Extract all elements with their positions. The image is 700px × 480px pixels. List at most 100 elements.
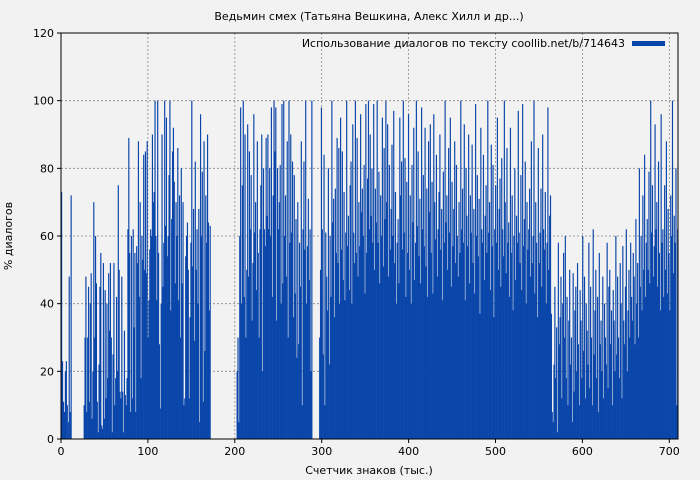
bar: [386, 202, 388, 439]
bar: [468, 283, 471, 439]
bar: [398, 283, 400, 439]
bar: [464, 300, 466, 439]
x-tick-label: 400: [398, 445, 419, 458]
bar: [529, 276, 532, 439]
bar: [429, 124, 431, 439]
bar: [442, 171, 444, 439]
bar: [355, 252, 357, 439]
bar: [632, 252, 634, 439]
bar: [289, 242, 291, 439]
bar: [650, 232, 653, 439]
bar: [94, 236, 97, 439]
bar: [366, 252, 368, 439]
bar: [147, 337, 149, 439]
bar: [107, 378, 109, 439]
bar: [164, 100, 166, 440]
bar: [150, 236, 153, 439]
bar: [308, 279, 310, 439]
bar: [413, 127, 415, 439]
bar: [488, 232, 490, 439]
bar: [443, 242, 445, 439]
bar: [672, 273, 674, 439]
bar: [154, 100, 156, 440]
bar: [431, 181, 433, 439]
x-tick-label: 600: [572, 445, 593, 458]
bar: [647, 269, 649, 439]
bar: [367, 100, 370, 440]
bar: [338, 148, 340, 440]
bar: [84, 337, 86, 439]
bar: [120, 398, 122, 439]
bar: [392, 236, 394, 439]
bar: [556, 432, 559, 439]
bar: [477, 256, 479, 439]
bar: [188, 398, 190, 439]
bar: [645, 242, 647, 439]
bar: [674, 242, 676, 439]
bar: [143, 269, 146, 439]
bar: [368, 229, 370, 439]
bar: [675, 168, 677, 440]
bar: [61, 361, 64, 439]
bar: [620, 303, 622, 439]
bar: [334, 188, 336, 439]
bar: [656, 202, 658, 439]
bar: [664, 185, 666, 439]
bar: [136, 263, 139, 439]
bar: [301, 405, 303, 439]
bar: [67, 422, 69, 439]
bar: [331, 100, 333, 440]
bar: [558, 344, 560, 439]
bar: [100, 252, 102, 439]
bar: [560, 276, 562, 439]
bar: [140, 378, 142, 439]
bar: [630, 242, 632, 439]
bar: [655, 229, 657, 439]
bar: [272, 195, 274, 439]
bar: [237, 337, 239, 439]
bar: [139, 202, 141, 439]
bar: [601, 371, 603, 439]
bar: [666, 293, 668, 439]
legend-label: Использование диалогов по тексту coollib…: [302, 37, 625, 50]
bar: [421, 107, 423, 439]
bar: [112, 354, 114, 439]
bar: [319, 337, 321, 439]
bar: [157, 100, 159, 440]
bar: [513, 236, 515, 439]
y-tick-label: 40: [40, 298, 54, 311]
bar: [248, 151, 251, 439]
bar: [153, 192, 155, 439]
bar: [646, 219, 648, 439]
bar: [96, 401, 98, 439]
bar: [245, 337, 247, 439]
bar: [200, 236, 203, 439]
bar: [487, 100, 489, 440]
bar: [266, 215, 268, 439]
bar: [259, 229, 261, 439]
bar: [428, 212, 431, 439]
bar: [397, 219, 399, 439]
bar: [469, 195, 471, 439]
bar: [253, 114, 255, 439]
bar: [550, 313, 552, 439]
bar: [554, 286, 556, 439]
bar: [111, 432, 113, 439]
bar: [521, 290, 523, 439]
bar: [541, 286, 543, 439]
bar: [393, 110, 395, 440]
bar: [180, 168, 182, 440]
bar: [481, 242, 484, 439]
bar: [602, 276, 604, 439]
bar: [115, 296, 118, 439]
bar: [596, 296, 599, 439]
bar: [265, 137, 267, 439]
bar: [146, 141, 148, 439]
bar: [473, 208, 475, 439]
bar: [506, 148, 508, 440]
bar: [192, 208, 195, 439]
bar: [425, 266, 427, 439]
bar: [203, 141, 205, 439]
bar: [171, 151, 174, 439]
bar: [83, 405, 85, 439]
